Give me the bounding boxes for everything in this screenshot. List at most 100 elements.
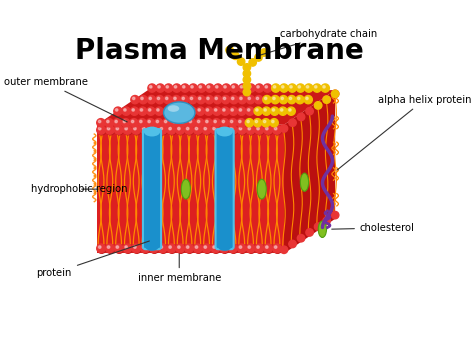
Circle shape (155, 107, 163, 115)
Circle shape (99, 127, 101, 130)
Circle shape (186, 246, 189, 248)
Circle shape (279, 107, 287, 115)
FancyBboxPatch shape (216, 129, 234, 249)
Ellipse shape (168, 105, 179, 112)
Circle shape (168, 245, 176, 253)
Circle shape (164, 84, 173, 92)
Circle shape (257, 127, 259, 130)
Circle shape (296, 84, 305, 92)
Text: outer membrane: outer membrane (4, 77, 127, 122)
Circle shape (123, 126, 132, 134)
Circle shape (205, 107, 213, 115)
Circle shape (280, 125, 288, 132)
Circle shape (160, 246, 163, 248)
Circle shape (272, 109, 274, 111)
Circle shape (131, 120, 134, 123)
Circle shape (194, 245, 203, 253)
Circle shape (107, 120, 109, 123)
Circle shape (97, 119, 105, 127)
Circle shape (238, 126, 246, 135)
Circle shape (157, 97, 160, 100)
Circle shape (180, 107, 188, 115)
Circle shape (141, 97, 143, 100)
Circle shape (247, 109, 250, 111)
Circle shape (114, 244, 123, 253)
Circle shape (238, 95, 246, 104)
Circle shape (107, 127, 110, 130)
Circle shape (186, 127, 189, 130)
Circle shape (220, 245, 229, 253)
Ellipse shape (216, 127, 233, 136)
Circle shape (228, 244, 237, 253)
Circle shape (214, 120, 216, 123)
Circle shape (179, 119, 188, 127)
Circle shape (114, 126, 123, 134)
Circle shape (133, 245, 141, 253)
Circle shape (106, 126, 115, 135)
Circle shape (306, 229, 313, 236)
Circle shape (247, 84, 255, 92)
Circle shape (139, 95, 147, 104)
Text: hydrophobic region: hydrophobic region (31, 184, 127, 194)
Circle shape (123, 244, 132, 253)
Circle shape (289, 109, 291, 111)
Circle shape (134, 127, 136, 130)
Circle shape (306, 107, 313, 115)
Circle shape (158, 244, 167, 253)
Circle shape (221, 95, 230, 104)
Circle shape (140, 109, 143, 111)
Circle shape (226, 46, 233, 54)
Circle shape (298, 86, 301, 88)
Circle shape (158, 86, 160, 88)
Circle shape (149, 86, 152, 88)
Circle shape (243, 82, 251, 90)
Circle shape (211, 126, 219, 134)
Circle shape (223, 109, 225, 111)
Circle shape (298, 97, 300, 100)
Circle shape (203, 245, 211, 253)
Circle shape (255, 126, 264, 135)
Circle shape (165, 97, 168, 100)
Circle shape (229, 126, 238, 135)
Circle shape (264, 97, 267, 100)
Circle shape (176, 126, 185, 135)
Circle shape (296, 95, 304, 104)
Circle shape (173, 120, 175, 123)
Circle shape (193, 244, 202, 253)
Circle shape (255, 84, 264, 92)
Text: cholesterol: cholesterol (332, 223, 415, 233)
Circle shape (206, 120, 208, 123)
Circle shape (289, 119, 296, 127)
Circle shape (97, 244, 105, 253)
Circle shape (123, 120, 126, 123)
Circle shape (213, 127, 215, 130)
Circle shape (304, 95, 312, 104)
Circle shape (176, 245, 185, 253)
Circle shape (306, 97, 308, 100)
Circle shape (151, 246, 154, 248)
Circle shape (247, 245, 255, 253)
Text: carbohydrate chain: carbohydrate chain (258, 29, 377, 56)
Circle shape (247, 126, 255, 135)
Circle shape (188, 107, 196, 115)
Circle shape (157, 109, 159, 111)
Circle shape (264, 109, 266, 111)
Circle shape (230, 95, 238, 104)
Circle shape (155, 95, 164, 104)
Circle shape (213, 107, 221, 115)
FancyBboxPatch shape (143, 129, 161, 249)
Circle shape (121, 119, 130, 127)
Polygon shape (97, 90, 335, 125)
Circle shape (124, 245, 132, 253)
Circle shape (231, 109, 233, 111)
Circle shape (313, 84, 321, 92)
Circle shape (288, 95, 296, 104)
Circle shape (280, 246, 288, 253)
Circle shape (254, 107, 262, 115)
Circle shape (214, 109, 217, 111)
Circle shape (255, 54, 262, 61)
Circle shape (237, 126, 246, 134)
Circle shape (142, 246, 145, 248)
Circle shape (182, 109, 184, 111)
Ellipse shape (257, 179, 266, 199)
